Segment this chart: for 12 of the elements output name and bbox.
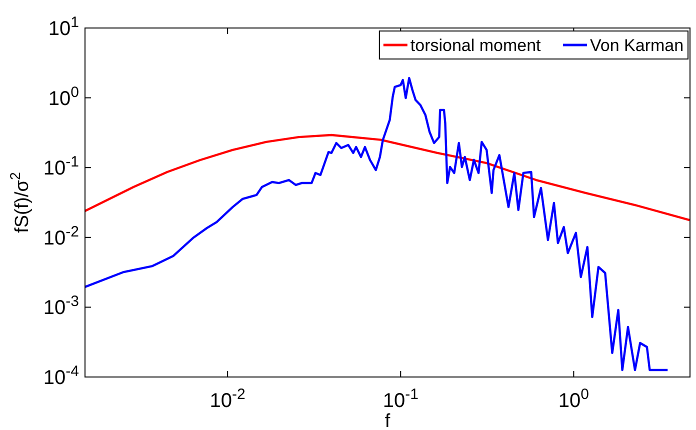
- y-tick-label: 10$^{0}$: [48, 83, 79, 110]
- y-tick-label: 10$^{-4}$: [43, 362, 79, 389]
- y-tick-label: 10$^{-1}$: [43, 153, 79, 180]
- x-axis-title: f: [384, 411, 391, 430]
- y-tick-label: 10$^{-3}$: [43, 292, 79, 320]
- legend-label: torsional moment: [410, 36, 542, 55]
- x-tick-label: 10$^{-2}$: [210, 386, 246, 412]
- y-tick-label: 10$^{1}$: [48, 14, 79, 40]
- y-tick-label: 10$^{-2}$: [43, 222, 79, 250]
- x-tick-label: 10$^{-1}$: [382, 386, 418, 412]
- legend-label: Von Karman: [590, 36, 684, 55]
- x-tick-label: 10$^{0}$: [558, 386, 589, 412]
